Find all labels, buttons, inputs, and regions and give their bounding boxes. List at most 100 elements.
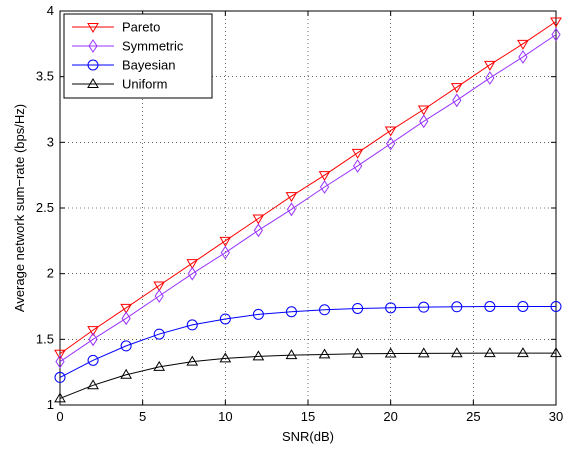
series-line-symmetric [59, 34, 557, 363]
data-point-bayesian [385, 302, 397, 314]
data-point-bayesian [550, 301, 562, 312]
data-point-symmetric [319, 180, 330, 194]
data-point-bayesian [252, 308, 264, 320]
legend-label-uniform: Uniform [122, 77, 168, 92]
data-point-pareto [120, 303, 133, 314]
data-point-uniform [450, 347, 463, 358]
data-point-uniform [517, 347, 529, 358]
x-axis-title: SNR(dB) [282, 429, 334, 444]
data-point-uniform [285, 349, 298, 360]
data-point-symmetric [419, 114, 429, 129]
grid-lines [60, 11, 556, 405]
data-point-uniform [120, 368, 133, 379]
data-point-symmetric [518, 50, 528, 64]
legend-marker-uniform [87, 78, 99, 88]
data-point-uniform [483, 347, 496, 358]
x-tick-label: 5 [139, 409, 146, 424]
data-point-symmetric [154, 289, 164, 303]
data-point-uniform [87, 379, 99, 390]
data-point-symmetric [386, 136, 396, 151]
legend-entry-symmetric: Symmetric [72, 39, 184, 54]
axis-ticks: 0 5 10 15 20 25 30 1 1.5 2 2.5 3 3.5 4 [36, 3, 563, 424]
data-point-symmetric [55, 354, 65, 369]
data-point-pareto [517, 39, 529, 50]
x-tick-label: 0 [56, 409, 63, 424]
data-point-bayesian [54, 371, 66, 383]
data-point-pareto [285, 192, 298, 203]
data-point-pareto [54, 349, 66, 360]
y-tick-label: 2.5 [36, 200, 54, 215]
data-point-pareto [450, 83, 463, 94]
series-uniform [54, 347, 562, 403]
x-tick-label: 25 [466, 409, 480, 424]
data-point-uniform [54, 392, 66, 403]
data-point-symmetric [220, 245, 230, 260]
data-point-bayesian [418, 301, 430, 313]
data-point-bayesian [87, 354, 99, 366]
series-symmetric [55, 27, 561, 369]
data-point-bayesian [186, 319, 198, 331]
data-point-pareto [318, 171, 331, 182]
data-point-bayesian [484, 301, 496, 312]
legend-label-symmetric: Symmetric [122, 39, 184, 54]
data-point-symmetric [551, 27, 561, 42]
series-group [54, 17, 562, 403]
data-point-uniform [186, 355, 199, 366]
data-point-bayesian [517, 301, 529, 312]
data-point-bayesian [319, 304, 331, 316]
series-line-pareto [59, 21, 557, 355]
legend-marker-pareto [87, 23, 99, 33]
data-point-symmetric [452, 93, 462, 108]
series-line-bayesian [59, 306, 556, 378]
x-tick-label: 20 [383, 409, 397, 424]
series-line-uniform [59, 352, 556, 399]
data-point-pareto [384, 126, 397, 137]
legend-entry-bayesian: Bayesian [72, 58, 175, 73]
data-point-pareto [153, 281, 166, 292]
data-point-uniform [351, 347, 364, 358]
data-point-pareto [252, 214, 265, 225]
data-point-bayesian [120, 340, 132, 352]
legend-label-pareto: Pareto [122, 20, 160, 35]
data-point-symmetric [352, 159, 363, 173]
data-point-pareto [219, 236, 232, 247]
y-tick-label: 1.5 [36, 331, 54, 346]
x-tick-label: 30 [549, 409, 563, 424]
data-point-uniform [153, 360, 166, 371]
y-tick-label: 2 [47, 266, 54, 281]
y-tick-label: 3 [47, 134, 54, 149]
data-point-symmetric [286, 202, 297, 217]
data-point-uniform [219, 352, 232, 363]
data-point-bayesian [153, 328, 165, 340]
data-point-uniform [384, 347, 397, 358]
y-tick-label: 3.5 [36, 69, 54, 84]
y-tick-label: 1 [47, 397, 54, 412]
data-point-symmetric [253, 223, 264, 238]
data-point-pareto [351, 148, 364, 159]
series-bayesian [54, 301, 562, 383]
data-point-pareto [186, 259, 199, 270]
data-point-uniform [417, 347, 430, 358]
data-point-bayesian [219, 313, 231, 325]
legend-marker-symmetric [88, 39, 98, 53]
legend-entry-pareto: Pareto [72, 20, 160, 35]
data-point-symmetric [88, 332, 98, 347]
data-point-symmetric [187, 266, 197, 281]
data-point-pareto [483, 60, 496, 71]
data-point-pareto [550, 17, 562, 28]
data-point-symmetric [485, 71, 495, 85]
x-tick-label: 10 [218, 409, 232, 424]
data-point-pareto [87, 326, 99, 337]
data-point-bayesian [451, 301, 463, 313]
data-point-pareto [417, 105, 430, 116]
legend-label-bayesian: Bayesian [122, 58, 175, 73]
y-axis-title: Average network sum−rate (bps/Hz) [12, 104, 27, 312]
legend-entry-uniform: Uniform [72, 77, 168, 92]
legend-marker-bayesian [87, 59, 99, 71]
data-point-bayesian [352, 302, 364, 314]
y-tick-label: 4 [47, 3, 54, 18]
x-tick-label: 15 [301, 409, 315, 424]
data-point-uniform [550, 347, 562, 358]
data-point-bayesian [285, 306, 297, 318]
